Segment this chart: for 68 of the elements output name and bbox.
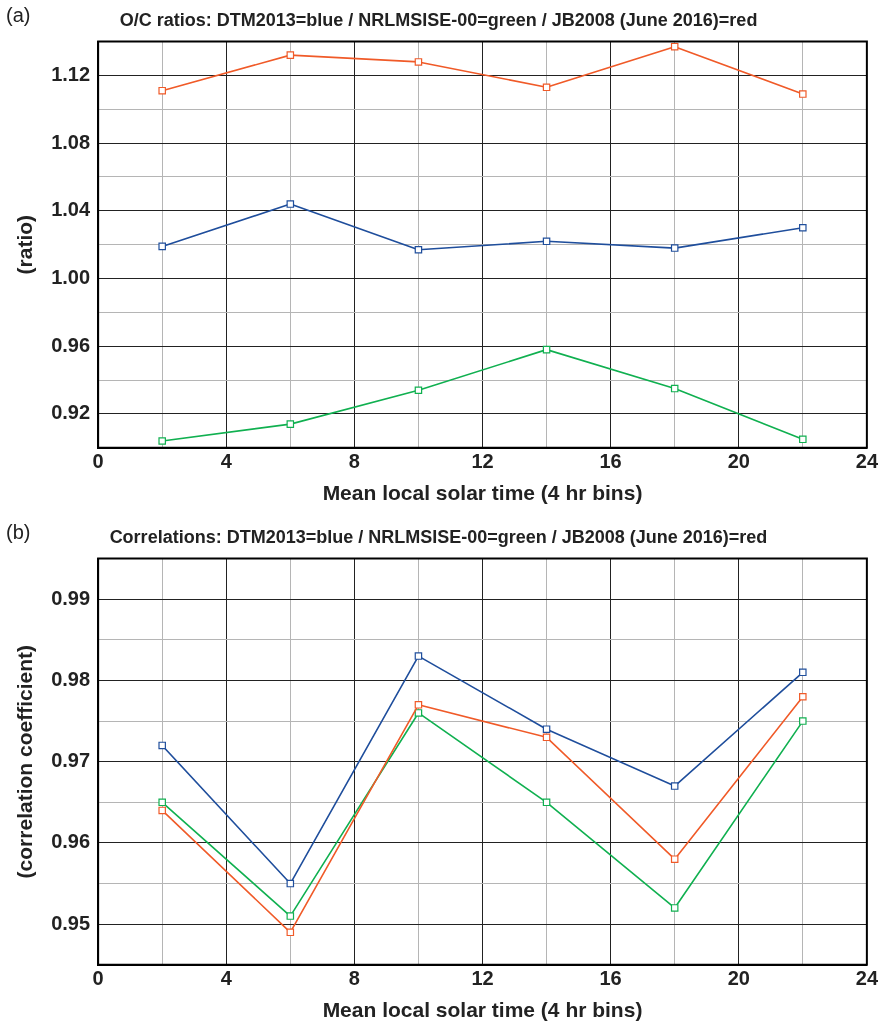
x-axis-title: Mean local solar time (4 hr bins) xyxy=(322,998,643,1022)
point xyxy=(158,242,166,251)
y-tick-label: 0.95 xyxy=(51,911,91,934)
point xyxy=(414,58,423,66)
y-tick-label: 0.98 xyxy=(51,667,91,690)
point xyxy=(670,855,679,863)
x-tick-label: 20 xyxy=(727,967,750,990)
point xyxy=(158,741,166,750)
y-axis-title: (ratio) xyxy=(13,214,37,275)
point xyxy=(414,386,423,395)
y-tick-label: 1.08 xyxy=(51,130,91,153)
point xyxy=(414,652,423,660)
point xyxy=(799,223,807,232)
y-axis-title: (correlation coefficient) xyxy=(13,645,37,879)
point xyxy=(670,42,679,51)
y-tick-label: 1.04 xyxy=(51,198,91,221)
point xyxy=(286,51,295,59)
point xyxy=(158,437,166,445)
y-tick-label: 1.00 xyxy=(51,266,91,289)
point xyxy=(414,701,423,709)
point xyxy=(286,200,295,208)
point xyxy=(286,420,295,428)
point xyxy=(799,717,807,725)
x-tick-label: 8 xyxy=(348,967,360,990)
chart-title: O/C ratios: DTM2013=blue / NRLMSISE-00=green / JB2008 (June 2016)=red xyxy=(119,9,758,30)
point xyxy=(542,798,551,807)
point xyxy=(670,384,679,393)
x-tick-label: 16 xyxy=(599,450,622,473)
x-tick-label: 16 xyxy=(599,967,622,990)
x-tick-label: 4 xyxy=(220,967,233,990)
y-tick-label: 0.92 xyxy=(51,401,91,424)
point xyxy=(542,83,551,92)
x-axis-title: Mean local solar time (4 hr bins) xyxy=(322,481,643,505)
x-tick-label: 20 xyxy=(727,450,750,473)
x-tick-label: 24 xyxy=(855,450,879,473)
point xyxy=(670,782,679,790)
y-tick-label: 0.96 xyxy=(51,830,91,853)
point xyxy=(799,692,807,701)
point xyxy=(286,912,295,920)
y-tick-label: 0.99 xyxy=(51,586,91,609)
y-tick-label: 0.96 xyxy=(51,333,91,356)
x-tick-label: 8 xyxy=(348,450,360,473)
point xyxy=(670,244,679,252)
chart-title: Correlations: DTM2013=blue / NRLMSISE-00=green / JB2008 (June 2016)=red xyxy=(109,526,768,547)
point xyxy=(799,668,807,677)
point xyxy=(158,798,166,807)
point xyxy=(799,435,807,444)
point xyxy=(414,709,423,717)
point xyxy=(542,725,551,733)
text: (a) xyxy=(6,3,31,26)
point xyxy=(158,86,166,95)
y-tick-label: 0.97 xyxy=(51,749,91,772)
point xyxy=(542,237,551,246)
point xyxy=(799,90,807,98)
point xyxy=(286,928,295,937)
x-tick-label: 4 xyxy=(220,450,233,473)
point xyxy=(158,806,166,815)
x-tick-label: 0 xyxy=(92,450,104,473)
x-tick-label: 0 xyxy=(92,967,104,990)
point xyxy=(670,904,679,912)
point xyxy=(542,733,551,742)
point xyxy=(286,879,295,888)
text: (b) xyxy=(6,520,31,543)
point xyxy=(414,246,423,254)
y-tick-label: 1.12 xyxy=(51,62,91,85)
x-tick-label: 12 xyxy=(471,450,494,473)
x-tick-label: 24 xyxy=(855,967,879,990)
x-tick-label: 12 xyxy=(471,967,494,990)
